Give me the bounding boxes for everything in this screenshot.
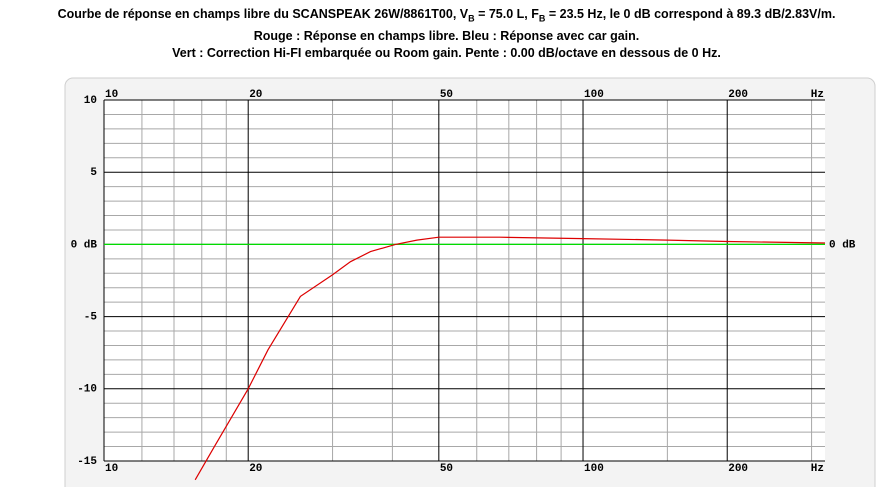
x-tick-label-bottom: 20 bbox=[249, 463, 262, 475]
x-tick-label-top: 50 bbox=[440, 89, 453, 101]
x-tick-label-top: 200 bbox=[728, 89, 748, 101]
y-tick-label: -15 bbox=[77, 456, 97, 468]
subtitle: Rouge : Réponse en champs libre. Bleu : … bbox=[253, 28, 640, 43]
x-tick-label-top: Hz bbox=[811, 89, 824, 101]
x-tick-label-bottom: 100 bbox=[584, 463, 604, 475]
title-part: Courbe de réponse en champs libre du SCA… bbox=[57, 7, 469, 21]
y-tick-label: 5 bbox=[90, 167, 97, 179]
title-part: = 23.5 Hz, le 0 dB correspond à 89.3 dB/… bbox=[545, 7, 836, 21]
series-line bbox=[194, 236, 826, 481]
x-tick-label-bottom: Hz bbox=[811, 463, 824, 475]
subtitle: Vert : Correction Hi-FI embarquée ou Roo… bbox=[172, 45, 721, 60]
x-tick-label-bottom: 10 bbox=[105, 463, 118, 475]
x-tick-label-top: 20 bbox=[249, 89, 262, 101]
y-tick-label-right: 0 dB bbox=[829, 239, 856, 251]
y-tick-label: 10 bbox=[84, 95, 97, 107]
x-tick-label-bottom: 50 bbox=[440, 463, 453, 475]
header: Courbe de réponse en champs libre du SCA… bbox=[0, 6, 893, 62]
title-sub: B bbox=[538, 13, 546, 24]
y-tick-label: -10 bbox=[77, 384, 97, 396]
chart-title: Courbe de réponse en champs libre du SCA… bbox=[0, 6, 893, 28]
x-tick-label-bottom: 200 bbox=[728, 463, 748, 475]
y-tick-label: 0 dB bbox=[71, 239, 98, 251]
y-tick-label: -5 bbox=[84, 312, 98, 324]
title-part: = 75.0 L, F bbox=[474, 7, 539, 21]
x-tick-label-top: 10 bbox=[105, 89, 118, 101]
x-tick-label-top: 100 bbox=[584, 89, 604, 101]
title-sub: B bbox=[468, 13, 475, 24]
plot-area bbox=[104, 100, 825, 461]
